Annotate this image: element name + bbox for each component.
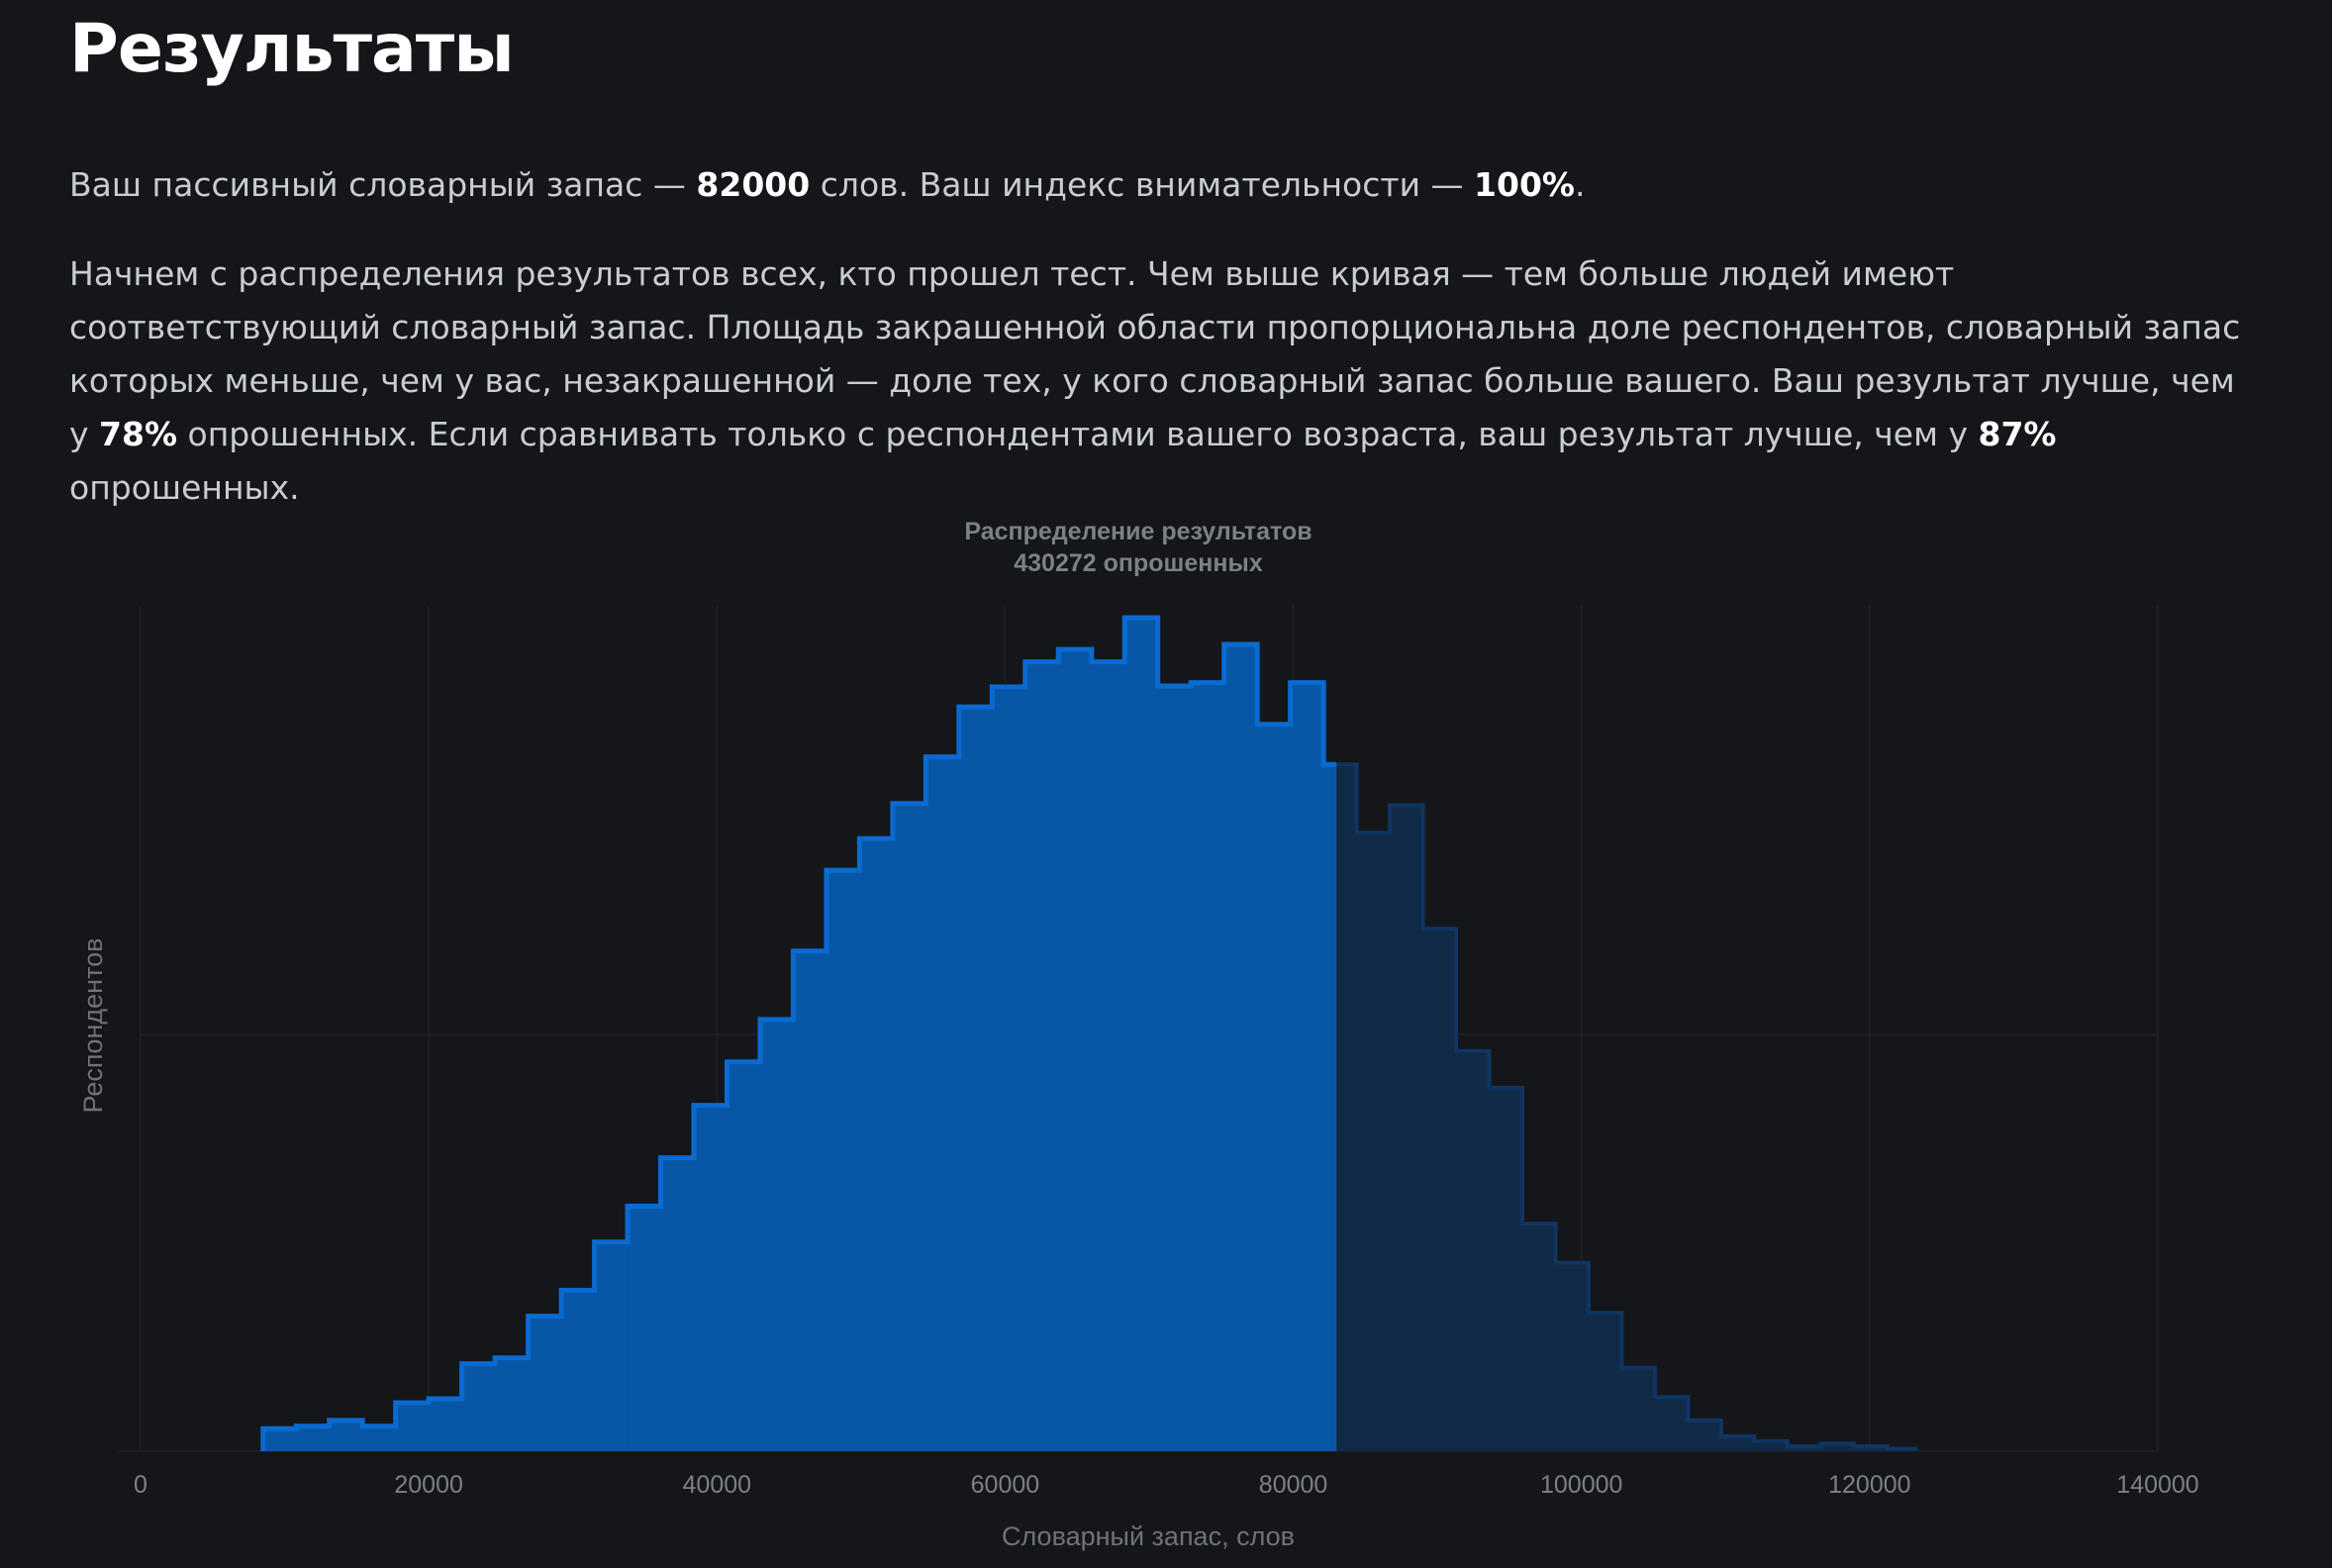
histogram-bar-above-user (1588, 1313, 1622, 1451)
summary-text-1: Ваш пассивный словарный запас — (69, 165, 697, 204)
histogram-bar-above-user (1456, 1050, 1491, 1451)
histogram-bar-below-user (693, 1105, 728, 1451)
x-tick-label: 40000 (683, 1471, 752, 1499)
percentile-all-value: 78% (99, 415, 178, 453)
histogram-bar-above-user (1336, 764, 1358, 1451)
histogram-bar-below-user (925, 756, 960, 1451)
histogram-bar-above-user (1555, 1262, 1590, 1451)
histogram-bar-below-user (528, 1316, 562, 1451)
histogram-bar-below-user (1091, 661, 1125, 1451)
summary-paragraph: Ваш пассивный словарный запас — 82000 сл… (69, 158, 2247, 212)
histogram-bar-below-user (892, 803, 926, 1451)
histogram-bar-below-user (594, 1241, 629, 1451)
histogram-outline-above-user (1336, 762, 1917, 1451)
histogram-bar-below-user (859, 838, 894, 1451)
histogram-bar-below-user (395, 1403, 430, 1451)
x-tick-label: 20000 (394, 1471, 463, 1499)
y-axis-label: Респондентов (78, 938, 108, 1114)
histogram-bar-below-user (793, 950, 827, 1451)
attention-index-value: 100% (1474, 165, 1575, 204)
x-tick-label: 120000 (1828, 1471, 1910, 1499)
histogram-bar-above-user (1390, 805, 1424, 1451)
histogram-bar-below-user (1124, 618, 1159, 1451)
histogram-bar-above-user (1489, 1087, 1523, 1451)
histogram-bar-above-user (1787, 1445, 1821, 1451)
histogram-bar-above-user (1853, 1445, 1888, 1451)
histogram-bar-above-user (1356, 833, 1391, 1451)
histogram-bar-above-user (1820, 1443, 1855, 1451)
histogram-bar-below-user (362, 1425, 397, 1451)
histogram-bar-below-user (262, 1428, 297, 1451)
histogram-bar-below-user (1157, 686, 1192, 1451)
histogram-bar-below-user (826, 870, 860, 1451)
histogram-bar-above-user (1754, 1440, 1789, 1451)
histogram-outline-below-user (260, 615, 1337, 1451)
histogram-bar-below-user (429, 1398, 463, 1451)
summary-text-3: . (1574, 165, 1586, 204)
histogram-bar-below-user (1191, 682, 1225, 1451)
histogram-bar-below-user (495, 1357, 530, 1451)
histogram-bar-below-user (992, 686, 1026, 1451)
histogram-bar-above-user (1621, 1367, 1656, 1451)
chart-title: Распределение результатов (964, 518, 1312, 545)
x-axis-label: Словарный запас, слов (1002, 1521, 1295, 1551)
histogram-bar-above-user (1654, 1397, 1689, 1451)
histogram-bar-above-user (1522, 1224, 1557, 1451)
x-tick-label: 0 (134, 1471, 147, 1499)
histogram-bar-below-user (727, 1061, 761, 1451)
chart-histogram (260, 615, 1918, 1451)
histogram-bar-below-user (1024, 661, 1059, 1451)
explanation-text-3: опрошенных. (69, 468, 300, 507)
histogram-bar-below-user (329, 1420, 363, 1451)
summary-text-2: слов. Ваш индекс внимательности — (810, 165, 1475, 204)
x-tick-label: 60000 (971, 1471, 1040, 1499)
histogram-bar-above-user (1688, 1420, 1722, 1451)
chart-subtitle: 430272 опрошенных (1014, 549, 1263, 577)
histogram-bar-below-user (628, 1206, 662, 1451)
histogram-bar-below-user (1257, 724, 1292, 1451)
histogram-bar-below-user (1223, 643, 1258, 1451)
x-axis-ticks: 0 20000 40000 60000 80000 100000 120000 140000 (134, 1471, 2199, 1499)
histogram-bar-below-user (660, 1157, 695, 1451)
histogram-bar-below-user (1290, 682, 1324, 1451)
explanation-text-2: опрошенных. Если сравнивать только с рес… (177, 415, 1979, 453)
histogram-bar-below-user (759, 1019, 794, 1451)
histogram-bar-below-user (1323, 764, 1337, 1451)
histogram-bar-below-user (561, 1290, 596, 1451)
x-tick-label: 100000 (1540, 1471, 1622, 1499)
histogram-bar-above-user (1422, 929, 1457, 1451)
histogram-bar-below-user (958, 707, 993, 1451)
explanation-text-1: Начнем с распределения результатов всех,… (69, 254, 2241, 453)
explanation-paragraph: Начнем с распределения результатов всех,… (69, 247, 2247, 515)
histogram-bar-above-user (1720, 1435, 1755, 1451)
vocabulary-value: 82000 (696, 165, 811, 204)
x-tick-label: 80000 (1259, 1471, 1328, 1499)
histogram-bar-below-user (461, 1363, 496, 1451)
percentile-age-value: 87% (1978, 415, 2057, 453)
x-tick-label: 140000 (2116, 1471, 2198, 1499)
histogram-bar-below-user (296, 1425, 331, 1451)
histogram-bar-below-user (1058, 648, 1093, 1451)
page-title: Результаты (69, 10, 515, 88)
